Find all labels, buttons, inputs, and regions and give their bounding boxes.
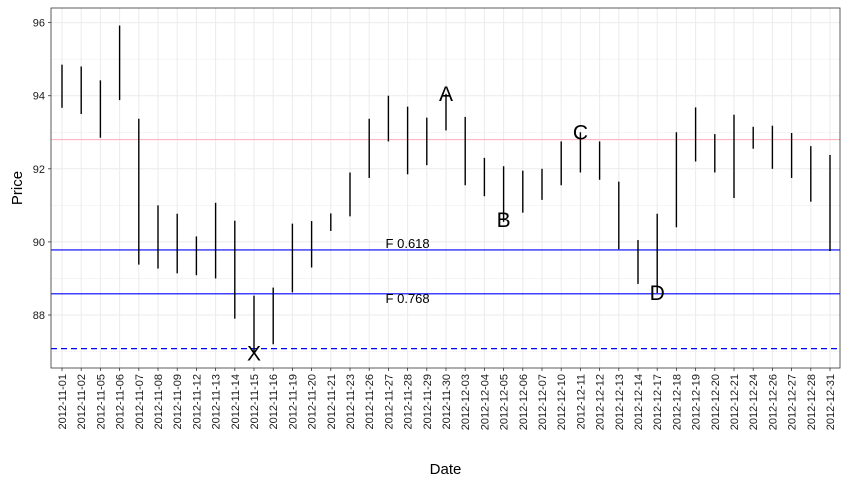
y-tick-label: 94 (33, 91, 45, 103)
fib-level-label: F 0.618 (386, 236, 430, 251)
x-tick-label: 2012-12-17 (652, 374, 664, 430)
x-tick-label: 2012-11-28 (403, 374, 415, 429)
x-tick-label: 2012-12-27 (787, 374, 799, 430)
plot-border (50, 7, 841, 369)
x-tick-label: 2012-11-27 (383, 374, 395, 429)
x-tick-label: 2012-11-07 (134, 374, 146, 429)
point-label: A (439, 83, 453, 106)
x-tick-label: 2012-11-26 (364, 374, 376, 429)
x-tick-label: 2012-12-05 (499, 374, 511, 430)
x-tick-label: 2012-12-06 (518, 374, 530, 430)
x-tick-label: 2012-12-04 (479, 374, 491, 430)
y-tick-label: 90 (33, 237, 45, 249)
x-tick-label: 2012-12-24 (748, 374, 760, 430)
x-tick-label: 2012-12-18 (671, 374, 683, 430)
x-tick-label: 2012-12-03 (460, 374, 472, 430)
y-tick-label: 88 (33, 310, 45, 322)
x-tick-label: 2012-12-10 (556, 374, 568, 430)
x-tick-label: 2012-11-29 (422, 374, 434, 429)
x-tick-label: 2012-11-14 (230, 374, 242, 429)
x-tick-label: 2012-11-19 (287, 374, 299, 429)
x-tick-label: 2012-11-02 (76, 374, 88, 429)
fib-level-label: F 0.768 (386, 291, 430, 306)
x-tick-label: 2012-11-08 (153, 374, 165, 429)
x-axis-title: Date (430, 461, 462, 478)
x-tick-label: 2012-11-12 (191, 374, 203, 429)
y-axis-title: Price (9, 171, 26, 205)
x-tick-label: 2012-12-31 (825, 374, 837, 430)
x-tick-label: 2012-12-07 (537, 374, 549, 430)
x-tick-label: 2012-12-13 (614, 374, 626, 430)
x-tick-label: 2012-11-13 (211, 374, 223, 429)
x-tick-label: 2012-11-23 (345, 374, 357, 429)
x-tick-label: 2012-11-21 (326, 374, 338, 429)
annotations: X A B C D F 0.618 F 0.768 (247, 83, 665, 365)
x-tick-label: 2012-12-28 (806, 374, 818, 430)
reference-lines (51, 138, 840, 350)
x-tick-label: 2012-12-20 (710, 374, 722, 430)
x-tick-label: 2012-12-12 (595, 374, 607, 430)
x-tick-label: 2012-11-16 (268, 374, 280, 429)
y-tick-label: 96 (33, 18, 45, 30)
x-tick-label: 2012-12-19 (691, 374, 703, 430)
x-tick-label: 2012-12-14 (633, 374, 645, 430)
x-tick-label: 2012-11-30 (441, 374, 453, 429)
x-tick-label: 2012-12-21 (729, 374, 741, 430)
point-label: D (650, 282, 665, 305)
point-label: C (573, 121, 588, 144)
axes: 88 90 92 94 96 2012-11-01 2012-11-02 2012-11-05… (33, 18, 837, 431)
x-tick-label: 2012-11-01 (57, 374, 69, 429)
x-tick-label: 2012-11-06 (115, 374, 127, 429)
point-label: X (247, 342, 261, 365)
point-label: B (497, 209, 511, 232)
range-bars (61, 25, 831, 354)
y-tick-label: 92 (33, 164, 45, 176)
x-tick-label: 2012-12-11 (575, 374, 587, 429)
x-tick-label: 2012-12-26 (767, 374, 779, 430)
x-tick-label: 2012-11-15 (249, 374, 261, 429)
x-tick-label: 2012-11-20 (307, 374, 319, 429)
x-tick-label: 2012-11-05 (95, 374, 107, 429)
x-tick-label: 2012-11-09 (172, 374, 184, 429)
